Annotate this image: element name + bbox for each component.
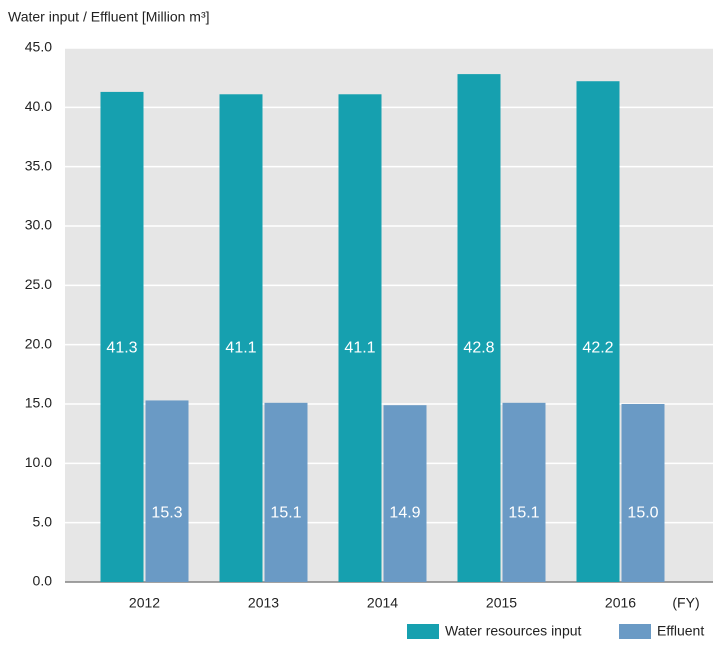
y-tick-label: 30.0 [25,217,52,233]
data-label: 15.1 [270,504,301,521]
bar [338,94,382,582]
x-tick-label: 2013 [248,595,279,611]
y-tick-label: 10.0 [25,454,52,470]
y-tick-label: 40.0 [25,98,52,114]
bar [100,91,144,582]
bar [145,400,189,582]
x-tick-label: 2015 [486,595,517,611]
data-label: 15.3 [151,504,182,521]
y-tick-label: 35.0 [25,157,52,173]
legend-swatch [619,624,651,639]
data-label: 41.1 [225,339,256,356]
data-label: 14.9 [389,504,420,521]
data-label: 42.2 [582,339,613,356]
y-tick-label: 25.0 [25,276,52,292]
bar [383,405,427,582]
y-tick-label: 20.0 [25,335,52,351]
y-tick-label: 0.0 [33,573,53,589]
legend-label: Water resources input [445,623,582,639]
y-tick-label: 45.0 [25,39,52,55]
legend-label: Effluent [657,623,704,639]
bar [576,81,620,582]
data-label: 41.3 [106,339,137,356]
y-tick-label: 15.0 [25,395,52,411]
x-tick-label: 2016 [605,595,636,611]
x-tick-label: 2014 [367,595,398,611]
y-tick-label: 5.0 [33,513,53,529]
data-label: 15.0 [627,504,658,521]
bar [264,402,308,582]
data-label: 15.1 [508,504,539,521]
data-label: 41.1 [344,339,375,356]
bar [621,404,665,582]
bar [219,94,263,582]
bar [502,402,546,582]
bar [457,74,501,583]
data-label: 42.8 [463,339,494,356]
x-tick-label: 2012 [129,595,160,611]
x-axis-unit: (FY) [672,595,699,611]
y-axis-title: Water input / Effluent [Million m³] [8,9,210,25]
legend-swatch [407,624,439,639]
